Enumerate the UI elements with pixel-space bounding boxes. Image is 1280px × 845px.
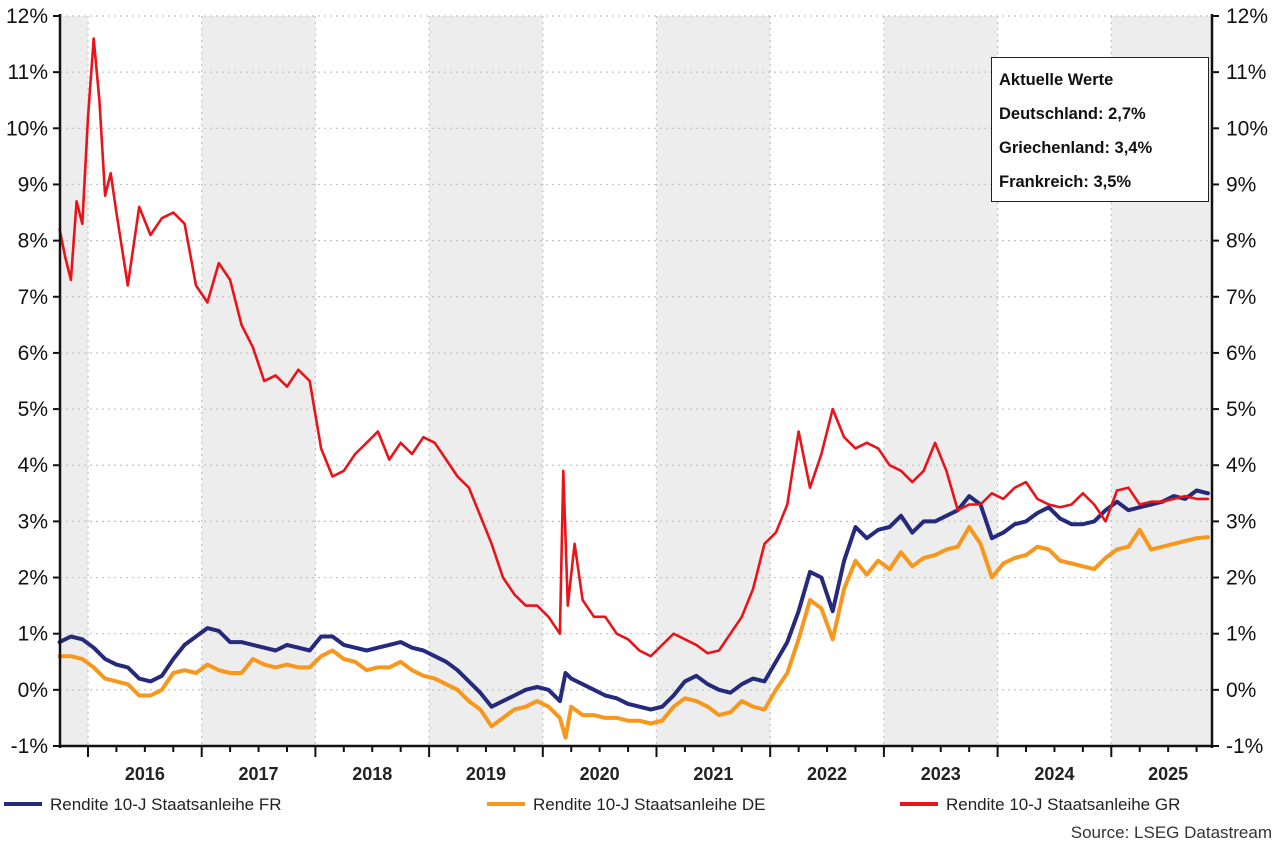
x-tick-label: 2018 [352,764,392,784]
y-tick-label-left: 5% [18,398,48,421]
shade-band-2019 [429,16,543,746]
y-tick-label-left: 8% [18,230,48,253]
x-tick-label: 2021 [693,764,733,784]
y-tick-label-left: 11% [8,61,48,84]
x-tick-label: 2017 [239,764,279,784]
current-value-fr: Frankreich: 3,5% [999,173,1132,191]
current-value-de: Deutschland: 2,7% [999,105,1146,123]
y-axis-left-labels: -1% 0% 1% 2% 3% 4% 5% 6% 7% 8% 9% 10% 11% 12% [6,5,48,758]
y-tick-label-right: 3% [1226,510,1256,533]
current-values-title: Aktuelle Werte [999,71,1114,89]
shade-band-2021 [656,16,771,746]
y-tick-label-right: 12% [1226,5,1268,28]
y-tick-label-left: 6% [18,342,48,365]
y-tick-label-right: 8% [1226,230,1256,253]
source-note: Source: LSEG Datastream [1071,823,1272,842]
current-values-box: Aktuelle Werte Deutschland: 2,7% Grieche… [991,57,1209,202]
y-tick-label-left: -1% [11,735,48,758]
axes [53,14,1219,757]
y-tick-label-right: 11% [1226,61,1266,84]
y-tick-label-right: 1% [1226,623,1256,646]
legend-label: Rendite 10-J Staatsanleihe FR [50,795,282,814]
y-tick-label-left: 3% [18,510,48,533]
y-tick-label-right: 7% [1226,286,1256,309]
x-tick-label: 2025 [1148,764,1188,784]
series-line-gr [58,37,1210,658]
y-tick-label-right: -1% [1226,735,1263,758]
y-tick-label-left: 1% [18,623,48,646]
y-tick-label-left: 12% [6,5,48,28]
y-tick-label-left: 2% [18,567,48,590]
y-tick-label-right: 2% [1226,567,1256,590]
legend-label: Rendite 10-J Staatsanleihe GR [946,795,1180,814]
y-tick-label-right: 5% [1226,398,1256,421]
series-lines [57,37,1210,740]
x-tick-label: 2019 [466,764,506,784]
x-tick-label: 2022 [807,764,847,784]
y-tick-label-left: 7% [18,286,48,309]
legend: Rendite 10-J Staatsanleihe FR Rendite 10-… [4,795,1180,814]
y-tick-label-right: 9% [1226,173,1256,196]
shade-band-2023 [883,16,998,746]
legend-label: Rendite 10-J Staatsanleihe DE [533,795,765,814]
y-tick-label-right: 4% [1226,454,1256,477]
legend-item: Rendite 10-J Staatsanleihe FR [4,795,282,814]
y-axis-right-labels: -1% 0% 1% 2% 3% 4% 5% 6% 7% 8% 9% 10% 11% 12% [1226,5,1268,758]
series-line-de [57,525,1210,740]
current-value-gr: Griechenland: 3,4% [999,139,1153,157]
shade-band-2017 [201,16,316,746]
legend-item: Rendite 10-J Staatsanleihe DE [487,795,765,814]
y-tick-label-left: 4% [18,454,48,477]
y-tick-label-right: 6% [1226,342,1256,365]
y-tick-label-left: 10% [6,117,48,140]
series-line-fr [57,488,1210,712]
x-tick-label: 2020 [580,764,620,784]
x-tick-label: 2023 [921,764,961,784]
shade-band-2015 [60,16,88,746]
legend-item: Rendite 10-J Staatsanleihe GR [900,795,1180,814]
x-tick-label: 2016 [125,764,165,784]
y-tick-label-left: 9% [18,173,48,196]
x-axis-labels: 2016 2017 2018 2019 2020 2021 2022 2023 2024 2025 [125,764,1188,784]
y-tick-label-right: 10% [1226,117,1268,140]
x-tick-label: 2024 [1034,764,1074,784]
y-tick-label-right: 0% [1226,679,1256,702]
y-tick-label-left: 0% [18,679,48,702]
